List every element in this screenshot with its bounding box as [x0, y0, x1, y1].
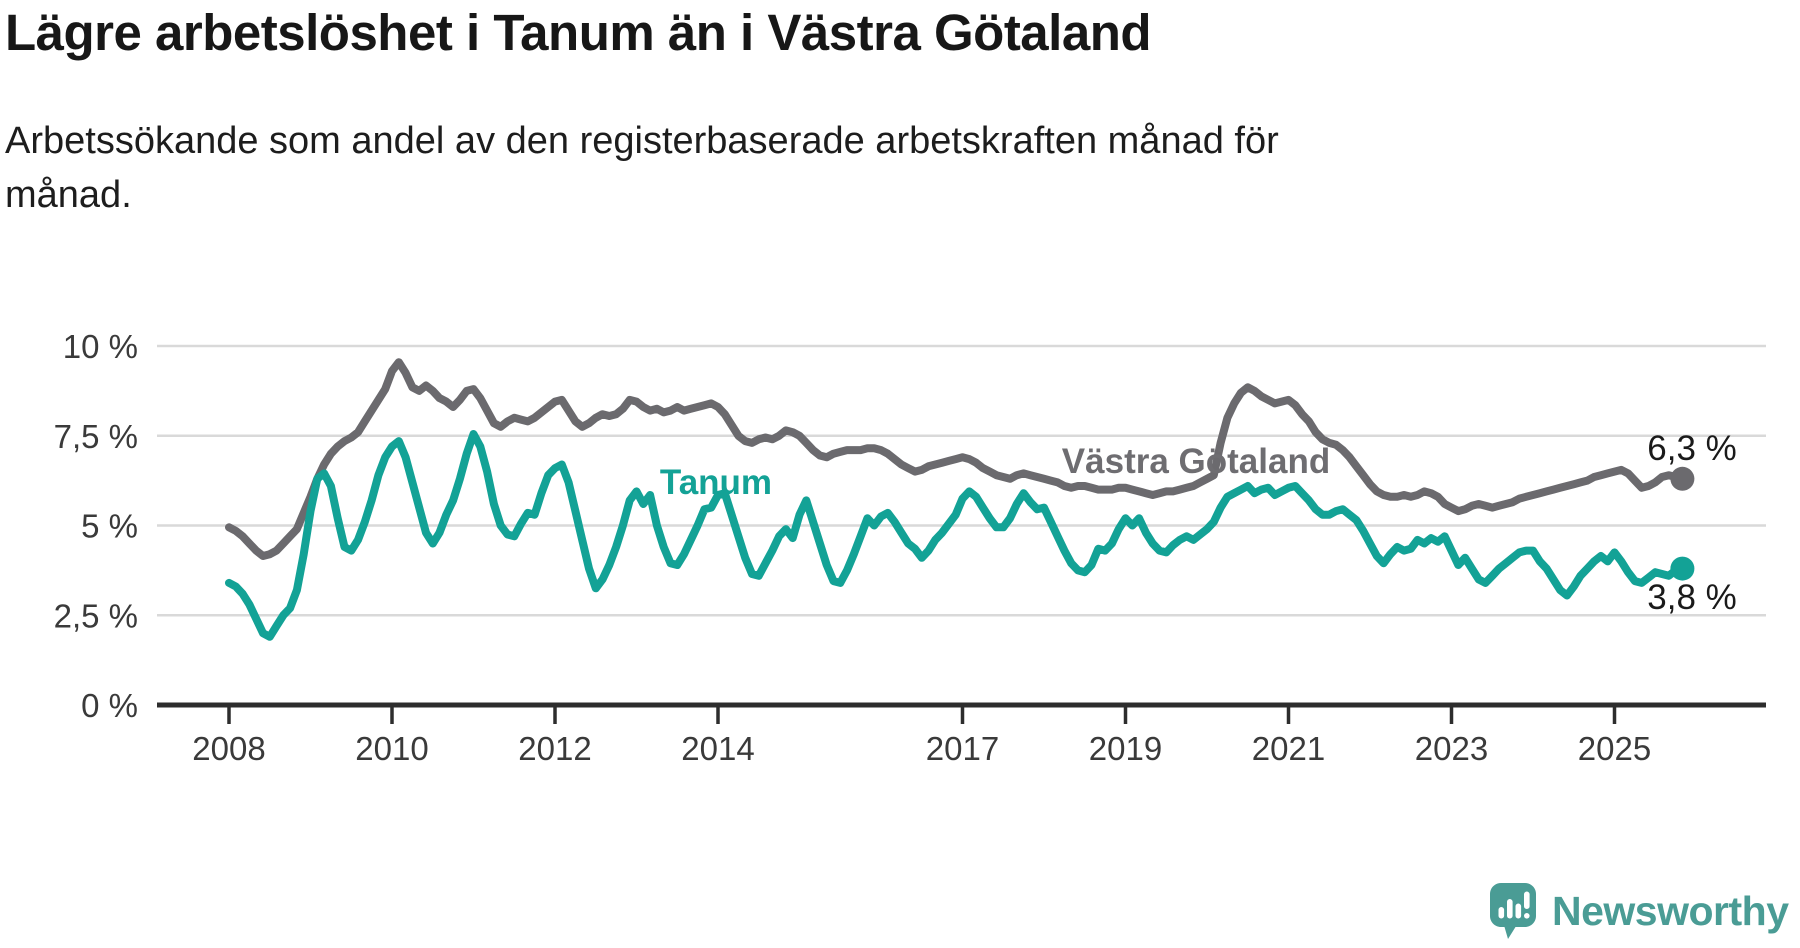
x-axis-tick-label: 2010	[355, 730, 428, 767]
x-axis-tick-label: 2012	[518, 730, 591, 767]
y-axis-tick-label: 7,5 %	[54, 418, 138, 455]
x-axis-tick-label: 2019	[1089, 730, 1162, 767]
x-axis-tick-label: 2023	[1415, 730, 1488, 767]
series-end-dot-tanum	[1670, 556, 1695, 581]
series-label-vastra-gotaland: Västra Götaland	[1061, 442, 1331, 481]
y-axis-tick-label: 5 %	[81, 508, 138, 545]
newsworthy-logo: Newsworthy	[1487, 880, 1789, 942]
x-axis-tick-label: 2025	[1578, 730, 1651, 767]
series-line-tanum	[225, 430, 1687, 641]
x-axis-tick-label: 2017	[926, 730, 999, 767]
x-axis-tick-label: 2021	[1252, 730, 1325, 767]
series-label-tanum: Tanum	[659, 463, 773, 502]
x-axis-tick-label: 2008	[192, 730, 265, 767]
end-value-label-tanum: 3,8 %	[1647, 578, 1737, 617]
y-axis-tick-label: 2,5 %	[54, 597, 138, 634]
end-value-label-vastra-gotaland: 6,3 %	[1647, 429, 1737, 468]
series-end-dot-vastra-gotaland	[1670, 466, 1695, 491]
chart-subtitle: Arbetssökande som andel av den registerb…	[5, 120, 1279, 216]
y-axis-tick-label: 10 %	[63, 328, 138, 365]
x-axis-tick-label: 2014	[681, 730, 754, 767]
series-line-vastra-gotaland	[225, 358, 1687, 560]
newsworthy-wordmark: Newsworthy	[1552, 887, 1789, 934]
newsworthy-icon	[1487, 880, 1539, 942]
y-axis-tick-label: 0 %	[81, 687, 138, 724]
page-title: Lägre arbetslöshet i Tanum än i Västra G…	[5, 4, 1152, 61]
